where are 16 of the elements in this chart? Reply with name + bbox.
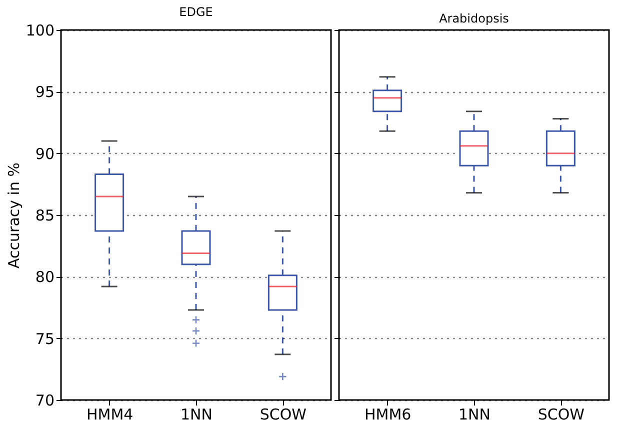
y-tick-label: 80 — [35, 268, 54, 286]
y-tick-label: 70 — [35, 392, 54, 410]
y-tick-label: 75 — [35, 330, 54, 348]
x-tick-label: 1NN — [180, 406, 212, 424]
x-tick-label: HMM6 — [364, 406, 412, 424]
y-tick-label: 90 — [35, 144, 54, 163]
y-tick-label: 85 — [35, 206, 54, 224]
y-axis-title: Accuracy in % — [4, 162, 23, 268]
chart-title: EDGE — [179, 5, 213, 19]
y-tick-label: 95 — [35, 83, 54, 102]
x-tick-label: HMM4 — [86, 406, 134, 424]
x-tick-label: SCOW — [538, 406, 585, 424]
y-tick-label: 100 — [26, 22, 54, 40]
x-tick-label: 1NN — [458, 406, 490, 424]
chart-title: Arabidopsis — [439, 12, 509, 26]
x-tick-label: SCOW — [260, 406, 307, 424]
